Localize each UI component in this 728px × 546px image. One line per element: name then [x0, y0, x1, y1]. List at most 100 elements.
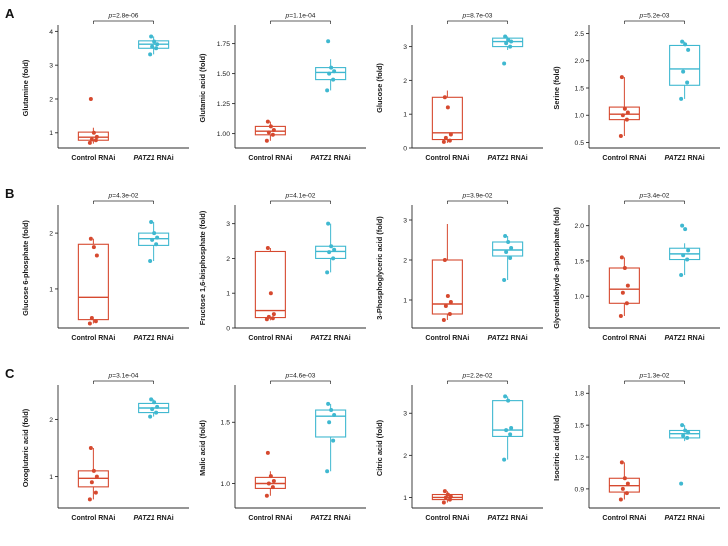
data-point	[504, 41, 509, 46]
data-point	[442, 489, 447, 494]
y-tick-label: 2	[403, 257, 407, 264]
y-tick-label: 3	[403, 44, 407, 51]
y-tick-label: 2	[226, 256, 230, 263]
x-category-label: Control RNAi	[425, 515, 469, 522]
p-value-label: p=3.4e-02	[639, 193, 670, 200]
figure-row-a: A 1 2 3 4 Glutamine (fold) p=2.8e-06 Control R…	[2, 2, 728, 182]
p-value-label: p=1.3e-02	[639, 373, 670, 380]
x-category-label: PATZ1 RNAi	[134, 155, 174, 162]
data-point	[265, 119, 270, 124]
data-point	[94, 474, 99, 479]
data-point	[624, 491, 629, 496]
y-tick-label: 1.0	[221, 481, 231, 488]
data-point	[619, 255, 624, 260]
data-point	[265, 450, 270, 455]
y-axis-label: Fructose 1,6-bisphosphate (fold)	[198, 210, 207, 325]
y-tick-label: 1	[49, 474, 53, 481]
row-label-a: A	[5, 6, 15, 21]
data-point	[619, 75, 624, 80]
y-tick-label: 0.5	[575, 140, 585, 147]
p-value-label: p=8.7e-03	[462, 13, 493, 20]
p-value-label: p=2.8e-06	[108, 13, 139, 20]
y-tick-label: 1.2	[575, 454, 585, 461]
box-control	[431, 259, 463, 315]
data-point	[266, 314, 271, 319]
x-category-label: PATZ1 RNAi	[311, 155, 351, 162]
data-point	[445, 294, 450, 298]
data-point	[152, 231, 157, 236]
data-point	[268, 474, 273, 479]
data-point	[686, 248, 691, 253]
x-category-label: PATZ1 RNAi	[665, 515, 705, 522]
data-point	[266, 130, 271, 135]
data-point	[508, 256, 513, 260]
y-tick-label: 1	[49, 130, 53, 137]
data-point	[154, 46, 159, 51]
data-point	[620, 290, 625, 295]
y-axis-label: Isocitric acid (fold)	[552, 415, 561, 481]
data-point	[93, 319, 98, 324]
x-category-label: Control RNAi	[248, 155, 292, 162]
y-tick-label: 1.0	[575, 294, 585, 301]
p-value-label: p=5.2e-03	[639, 13, 670, 20]
data-point	[622, 266, 627, 270]
data-point	[331, 256, 336, 261]
row-label-b: B	[5, 186, 15, 201]
data-point	[686, 430, 691, 435]
box-control	[608, 267, 640, 304]
data-point	[89, 137, 94, 142]
x-category-label: PATZ1 RNAi	[134, 515, 174, 522]
y-tick-label: 1	[403, 297, 407, 304]
data-point	[443, 495, 448, 500]
data-point	[94, 253, 99, 258]
data-point	[91, 245, 96, 250]
data-point	[87, 140, 92, 145]
data-point	[448, 300, 453, 304]
data-point	[329, 65, 334, 70]
y-axis-label: Glutamic acid (fold)	[198, 53, 207, 123]
y-tick-label: 1.5	[575, 258, 585, 265]
data-point	[624, 301, 629, 306]
data-point	[506, 398, 511, 403]
data-point	[94, 134, 99, 139]
data-point	[618, 497, 623, 502]
data-point	[685, 257, 690, 262]
x-category-label: PATZ1 RNAi	[665, 155, 705, 162]
data-point	[265, 246, 270, 250]
y-tick-label: 1.8	[575, 391, 585, 398]
data-point	[87, 497, 92, 502]
y-tick-label: 2.0	[575, 223, 585, 230]
x-category-label: Control RNAi	[602, 335, 646, 342]
row-a-panels: 1 2 3 4 Glutamine (fold) p=2.8e-06 Control RNA…	[18, 2, 728, 182]
data-point	[685, 435, 690, 440]
box-control	[77, 243, 109, 321]
y-axis-label: Serine (fold)	[552, 66, 561, 110]
data-point	[448, 132, 453, 137]
x-category-label: Control RNAi	[71, 155, 115, 162]
data-point	[509, 246, 514, 250]
y-tick-label: 1	[403, 112, 407, 119]
data-point	[618, 134, 623, 138]
boxplot-panel-isocitric-acid-fold: 0.9 1.2 1.5 1.8 Isocitric acid (fold) p=1.3e-…	[552, 373, 720, 522]
data-point	[502, 457, 507, 462]
y-tick-label: 3	[226, 221, 230, 228]
data-point	[332, 69, 337, 74]
data-point	[332, 247, 337, 252]
x-category-label: PATZ1 RNAi	[665, 335, 705, 342]
p-value-label: p=4.1e-02	[285, 193, 316, 200]
data-point	[683, 42, 688, 47]
data-point	[445, 492, 450, 497]
data-point	[619, 460, 624, 465]
y-tick-label: 2	[49, 96, 53, 103]
data-point	[268, 291, 273, 296]
data-point	[264, 138, 269, 143]
y-tick-label: 1	[226, 291, 230, 298]
data-point	[441, 139, 446, 144]
data-point	[442, 95, 447, 100]
y-tick-label: 1.5	[575, 85, 585, 92]
data-point	[620, 113, 625, 118]
y-tick-label: 2	[403, 453, 407, 460]
data-point	[325, 270, 330, 275]
data-point	[681, 253, 686, 258]
data-point	[683, 227, 688, 232]
